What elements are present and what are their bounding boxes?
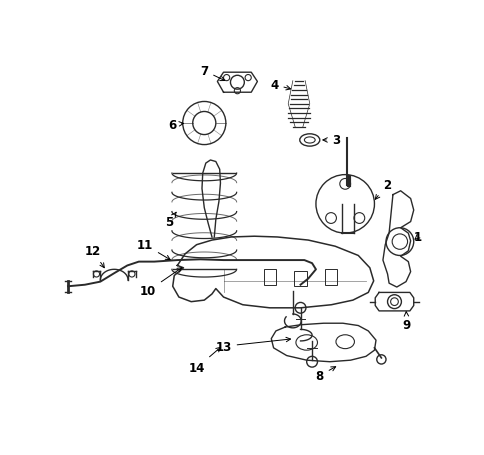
Text: 14: 14 [188, 348, 220, 374]
Text: 12: 12 [84, 245, 104, 268]
Text: 11: 11 [136, 239, 170, 260]
Bar [324, 270, 337, 285]
Text: 5: 5 [165, 212, 176, 228]
Text: 7: 7 [200, 65, 224, 81]
Text: 2: 2 [375, 179, 390, 200]
Text: 10: 10 [140, 268, 182, 298]
Text: 13: 13 [215, 338, 290, 353]
Bar [294, 271, 306, 287]
Text: 8: 8 [315, 367, 335, 382]
Text: 9: 9 [402, 312, 410, 332]
Text: 6: 6 [167, 119, 183, 132]
Text: 4: 4 [270, 79, 290, 92]
Bar [263, 270, 275, 285]
Text: 1: 1 [413, 231, 421, 244]
Text: 3: 3 [322, 134, 339, 147]
